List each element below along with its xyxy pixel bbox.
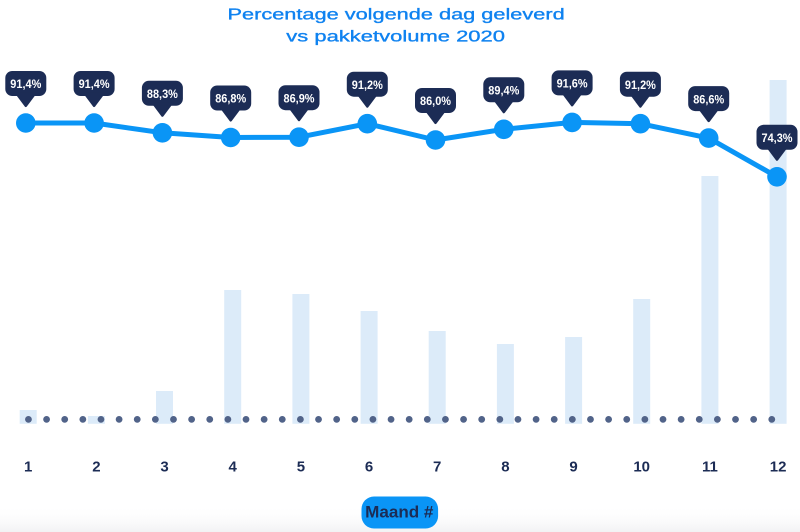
svg-text:89,4%: 89,4% [488,84,519,98]
svg-text:vs pakketvolume 2020: vs pakketvolume 2020 [286,28,505,45]
svg-text:12: 12 [770,459,787,476]
svg-text:3: 3 [160,459,168,476]
svg-text:86,0%: 86,0% [420,94,451,108]
svg-text:9: 9 [569,459,577,476]
svg-text:91,4%: 91,4% [79,77,110,91]
svg-text:Maand #: Maand # [365,503,433,521]
svg-text:4: 4 [229,459,238,476]
svg-text:8: 8 [501,459,509,476]
svg-text:1: 1 [24,459,32,476]
svg-text:74,3%: 74,3% [762,131,793,145]
svg-text:86,9%: 86,9% [284,91,315,105]
svg-text:86,8%: 86,8% [215,92,246,106]
svg-text:91,2%: 91,2% [352,78,383,92]
svg-text:7: 7 [433,459,441,476]
svg-text:86,6%: 86,6% [693,92,724,106]
svg-text:Percentage volgende dag geleve: Percentage volgende dag geleverd [228,6,565,24]
svg-text:88,3%: 88,3% [147,87,178,101]
svg-text:91,2%: 91,2% [625,78,656,92]
svg-text:11: 11 [702,459,718,476]
svg-text:91,6%: 91,6% [557,77,588,91]
svg-text:5: 5 [297,459,305,476]
svg-text:91,4%: 91,4% [10,77,41,91]
svg-text:2: 2 [92,459,100,476]
svg-text:10: 10 [633,459,650,476]
svg-text:6: 6 [365,459,373,476]
